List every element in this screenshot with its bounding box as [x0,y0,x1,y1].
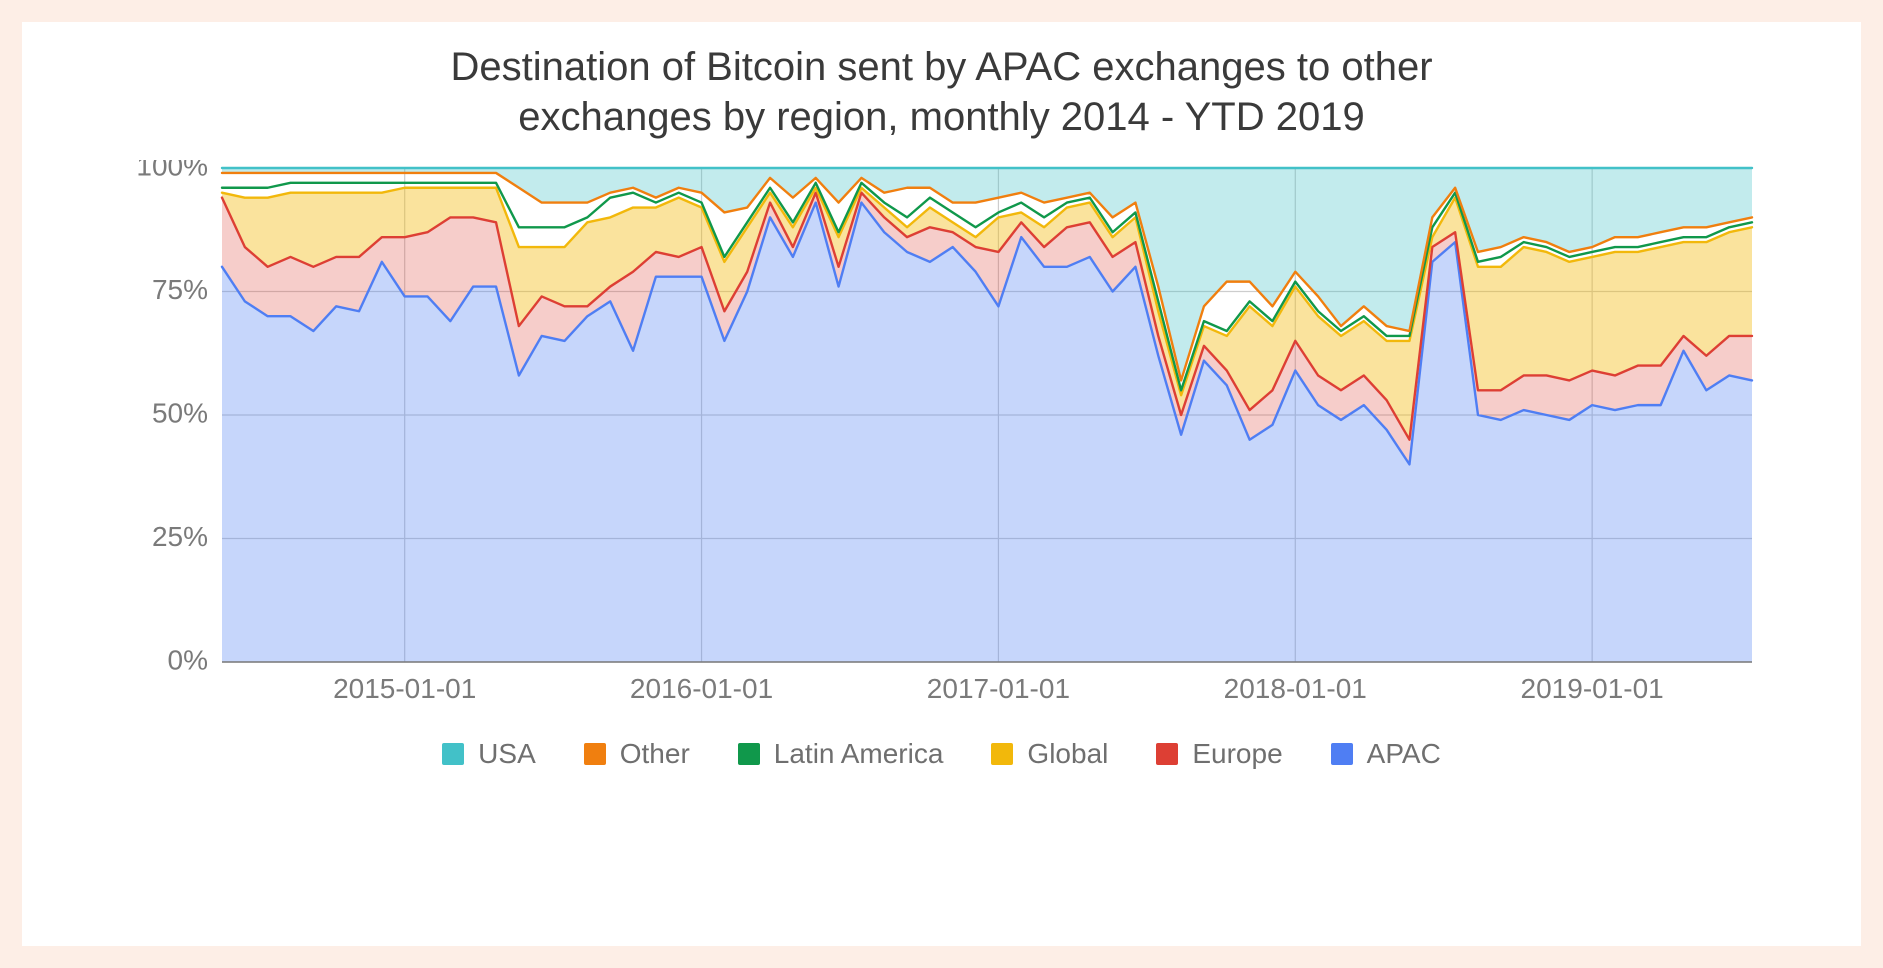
legend-swatch-latin_america [738,743,760,765]
y-tick-label: 0% [167,644,207,675]
legend-label-other: Other [620,738,690,770]
legend-swatch-other [584,743,606,765]
x-tick-label: 2017-01-01 [926,673,1069,704]
legend-item-global: Global [991,738,1108,770]
chart-title: Destination of Bitcoin sent by APAC exch… [22,42,1861,142]
outer-frame: Destination of Bitcoin sent by APAC exch… [0,0,1883,968]
legend-label-usa: USA [478,738,536,770]
x-tick-label: 2019-01-01 [1520,673,1663,704]
x-tick-label: 2015-01-01 [333,673,476,704]
legend-item-apac: APAC [1331,738,1441,770]
y-tick-label: 100% [136,160,208,181]
legend-label-europe: Europe [1192,738,1282,770]
chart-legend: USA Other Latin America Global Europe APAC [22,738,1861,770]
legend-label-apac: APAC [1367,738,1441,770]
chart-title-line-2: exchanges by region, monthly 2014 - YTD … [518,95,1364,139]
y-tick-label: 50% [151,397,207,428]
legend-swatch-global [991,743,1013,765]
legend-swatch-usa [442,743,464,765]
y-tick-label: 75% [151,274,207,305]
legend-label-latin_america: Latin America [774,738,944,770]
legend-item-usa: USA [442,738,536,770]
legend-item-latin_america: Latin America [738,738,944,770]
x-tick-label: 2016-01-01 [629,673,772,704]
legend-swatch-apac [1331,743,1353,765]
chart-panel: Destination of Bitcoin sent by APAC exch… [22,22,1861,946]
stacked-area-svg: 0% 25% 50% 75% 100% 2015-01-01 2016-01-01 2017-… [92,160,1792,720]
legend-item-other: Other [584,738,690,770]
y-tick-label: 25% [151,521,207,552]
legend-label-global: Global [1027,738,1108,770]
x-tick-label: 2018-01-01 [1223,673,1366,704]
legend-swatch-europe [1156,743,1178,765]
legend-item-europe: Europe [1156,738,1282,770]
plot-area: 0% 25% 50% 75% 100% 2015-01-01 2016-01-01 2017-… [92,160,1792,720]
chart-title-line-1: Destination of Bitcoin sent by APAC exch… [450,45,1432,89]
